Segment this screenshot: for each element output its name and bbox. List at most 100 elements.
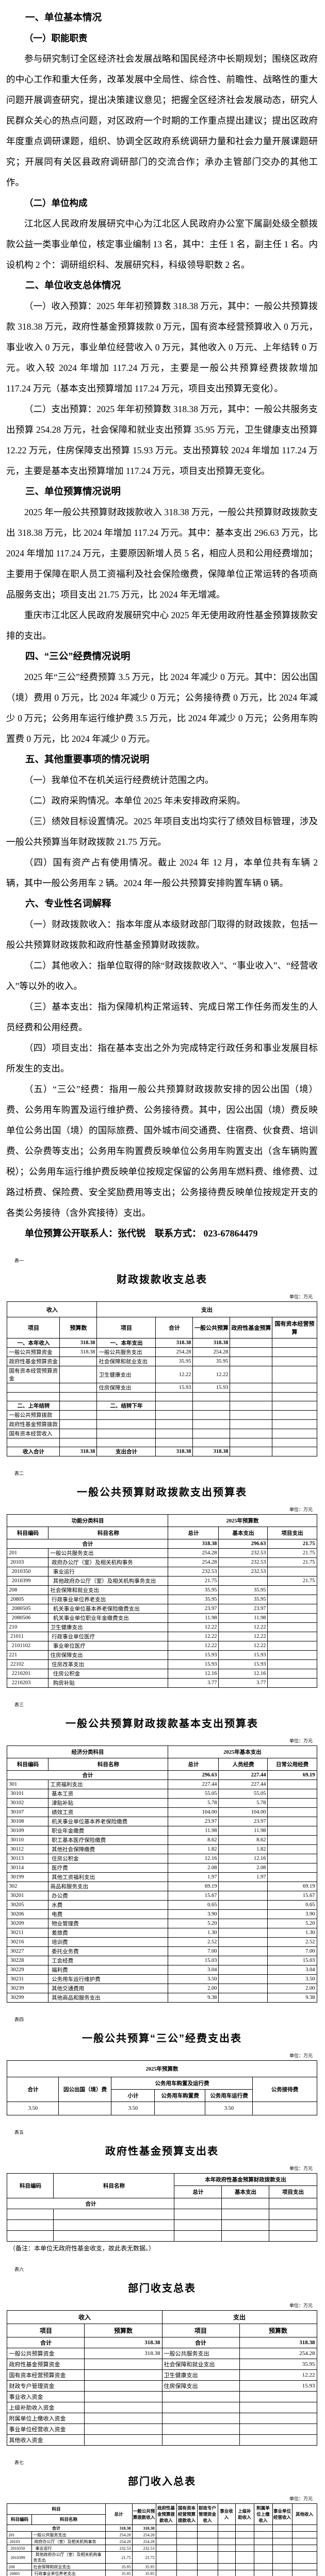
cell	[218, 1965, 268, 1975]
header-cell: 人员经费	[218, 1758, 268, 1771]
cell: 35.95	[192, 1357, 231, 1366]
cell	[197, 2531, 218, 2538]
cell: 35.95	[155, 1357, 193, 1366]
cell	[239, 2434, 317, 2446]
cell: 2010399	[7, 2551, 32, 2564]
cell	[218, 1900, 268, 1910]
cell	[218, 1993, 268, 2003]
table-row: 21011 行政事业单位医疗 12.22 12.22	[7, 1632, 317, 1641]
cell: 15.93	[192, 1383, 231, 1393]
cell	[291, 2570, 317, 2576]
cell: 其他交通费用	[48, 1984, 169, 1993]
cell: 254.28	[105, 2531, 133, 2538]
table-note: （备注：本单位无政府性基金收支，故此表无数据。）	[9, 2245, 155, 2252]
table-row: 国有资本经营收入	[7, 1429, 317, 1438]
cell: 2101102	[7, 1641, 49, 1651]
cell	[272, 1383, 317, 1393]
cell: 20103	[7, 1557, 49, 1567]
cell	[267, 1613, 317, 1623]
cell	[218, 1909, 268, 1919]
cell: 30114	[7, 1863, 49, 1873]
table-row: 合计 296.63 227.44 69.19	[7, 1770, 317, 1780]
header-cell: 支出	[96, 1301, 317, 1317]
paragraph: （五）“三公”经费：指用一般公共预算财政拨款安排的因公出国（境）费、公务用车购置…	[6, 1084, 318, 1218]
cell: 12.16	[168, 1669, 219, 1679]
paragraph: 重庆市江北区人民政府发展研究中心 2025 年无使用政府性基金预算拨款安排的支出…	[6, 610, 318, 641]
cell: 收入合计	[7, 1447, 60, 1456]
table-row	[7, 2209, 317, 2220]
cell	[176, 2563, 198, 2570]
paragraph: （四）国有资产占有使用情况。截止 2024 年 12 月，本单位共有车辆 2 辆…	[6, 857, 318, 888]
cell: 其他社会保障缴费	[48, 1844, 169, 1854]
cell: 12.22	[239, 2369, 317, 2381]
cell	[267, 1669, 317, 1679]
cell: 支出合计	[96, 1447, 156, 1456]
cell: 2.08	[168, 1863, 219, 1873]
cell	[58, 2102, 112, 2115]
cell: 住房保障支出	[96, 1383, 156, 1393]
cell: 12.22	[218, 1641, 268, 1651]
cell: 21011	[7, 1632, 49, 1641]
cell	[197, 2551, 218, 2564]
header-cell: 基本支出	[221, 2185, 270, 2198]
cell: 15.93	[218, 1659, 268, 1669]
table-section-6: 表六 部门收支总表 单位：万元 收入 支出 项目 预算数 项目 预算数 合计 31…	[6, 2266, 318, 2446]
cell: 15.93	[155, 1383, 193, 1393]
cell: 3.50	[267, 1974, 317, 1984]
cell	[230, 1383, 273, 1393]
cell: 3.90	[267, 1909, 317, 1919]
header-cell: 经济分类科目	[7, 1745, 169, 1758]
cell	[272, 2545, 293, 2552]
cell	[272, 1347, 317, 1357]
cell	[155, 2563, 177, 2570]
header-cell: 附属单位上缴收入	[253, 2503, 273, 2525]
cell: 二、结转下年	[96, 1401, 156, 1411]
cell: 232.53	[168, 1567, 219, 1577]
cell	[239, 2424, 317, 2435]
cell: 23.97	[168, 1604, 219, 1614]
cell: 35.95	[168, 1595, 219, 1604]
table-row: 政府性基金预算拨款	[7, 1419, 317, 1429]
cell: 社会保障和就业支出	[161, 2359, 240, 2370]
table-label: 表六	[14, 2267, 24, 2272]
cell: 30299	[7, 1993, 49, 2003]
cell	[174, 2219, 222, 2231]
cell	[154, 2102, 206, 2115]
table-unit-note: 单位：万元	[289, 1738, 313, 1743]
cell: 227.44	[218, 1780, 268, 1789]
cell: 一、本年支出	[96, 1338, 156, 1348]
cell	[59, 1419, 98, 1429]
cell	[272, 1401, 317, 1411]
table-row: 30229 福利费 3.04 3.04	[7, 1965, 317, 1975]
cell: 二、上年结转	[7, 1401, 60, 1411]
cell: 21.75	[267, 1557, 317, 1567]
table-row: 208 社会保障和就业支出 35.95 35.95	[7, 2563, 317, 2570]
cell: 2.00	[168, 1984, 219, 1993]
cell	[272, 1410, 317, 1420]
cell	[218, 1882, 268, 1891]
cell: 社会保障和就业支出	[48, 1585, 169, 1595]
table-department-income-expenditure-summary: 收入 支出 项目 预算数 项目 预算数 合计 318.38 合计 318.38 一般公共…	[7, 2310, 317, 2446]
cell	[253, 2570, 273, 2576]
table-row: 上级补助收入资金	[7, 2402, 317, 2413]
cell: 15.67	[267, 1891, 317, 1901]
cell: 35.95	[105, 2563, 133, 2570]
cell	[269, 2209, 317, 2220]
cell: 30201	[7, 1891, 49, 1901]
header-cell: 公务用车购置及运行费	[111, 2077, 253, 2090]
cell: 30108	[7, 1817, 49, 1826]
table-row: 20103 政府办公厅（室）及相关机构事务 254.28 254.28	[7, 2538, 317, 2545]
cell: 21.75	[267, 1576, 317, 1586]
cell	[192, 1392, 231, 1401]
table-basic-expenditure: 经济分类科目 2025年基本支出 科目编码 科目名称 总计 人员经费 日常公用经…	[7, 1745, 317, 2003]
table-title: 一般公共预算财政拨款支出预算表	[77, 1487, 247, 1498]
cell: 事业运行	[31, 2545, 106, 2552]
header-cell: 公务用车购置费	[154, 2089, 206, 2102]
table-row: 2101102 事业单位医疗 12.22 12.22	[7, 1641, 317, 1651]
section-heading: 五、其他重要事项的情况说明	[25, 754, 150, 765]
section-heading: 一、单位基本情况	[25, 12, 102, 23]
cell: 30199	[7, 1872, 49, 1882]
cell: 21.75	[132, 2551, 156, 2564]
cell	[221, 2209, 270, 2220]
cell: 住房公积金	[48, 1669, 169, 1679]
